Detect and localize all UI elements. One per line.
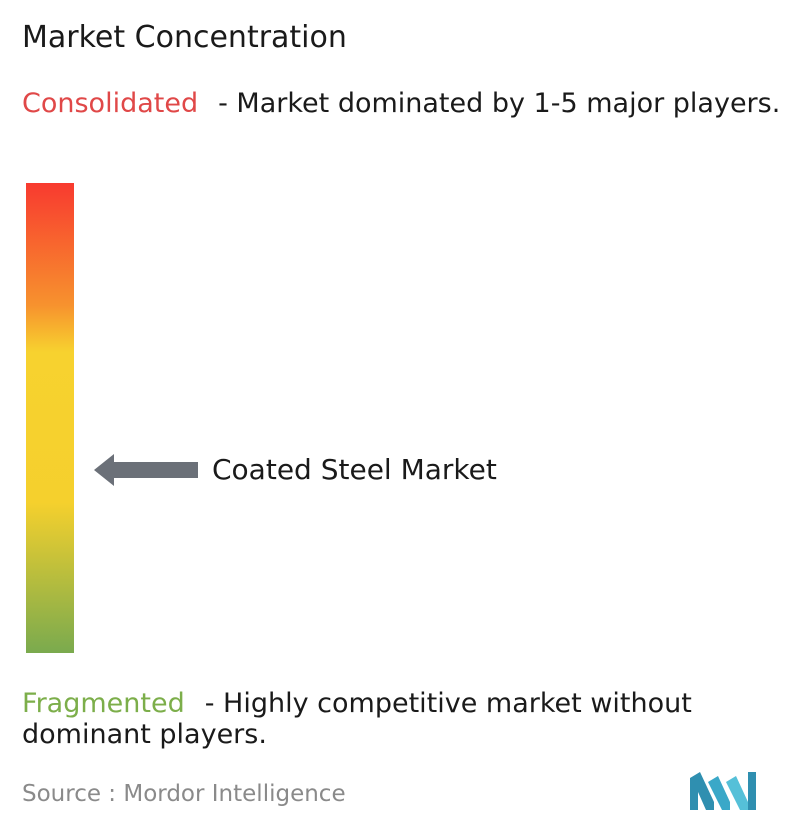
fragmented-text: - Highly competitive market without domi…: [22, 688, 692, 750]
market-position-arrow: [94, 453, 198, 486]
arrow-shaft: [112, 461, 198, 478]
consolidated-label: Consolidated: [22, 88, 199, 119]
source-credit: Source : Mordor Intelligence: [22, 781, 346, 807]
consolidated-text: - Market dominated by 1-5 major players.: [218, 88, 781, 119]
chart-title: Market Concentration: [22, 20, 347, 55]
consolidated-description: Consolidated - Market dominated by 1-5 ma…: [22, 88, 792, 119]
gradient-fill: [26, 183, 74, 653]
fragmented-description: Fragmented - Highly competitive market wi…: [22, 688, 792, 750]
fragmented-label: Fragmented: [22, 688, 185, 719]
mordor-logo-icon: [690, 772, 756, 810]
concentration-gradient-bar: [26, 183, 74, 653]
market-label: Coated Steel Market: [212, 452, 497, 486]
arrow-head: [94, 453, 114, 486]
